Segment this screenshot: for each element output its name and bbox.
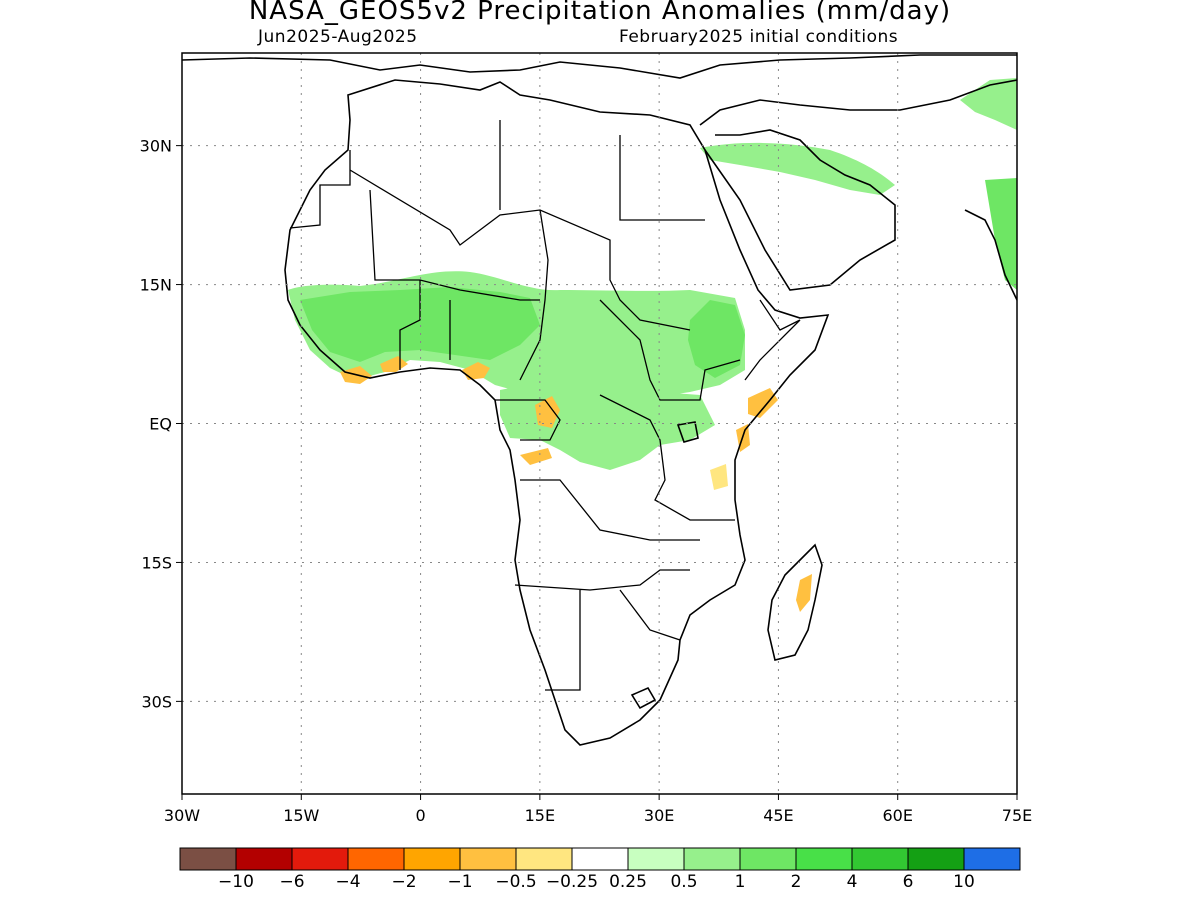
colorbar-label: 0.25	[609, 872, 647, 892]
colorbar-label: −6	[279, 872, 304, 892]
colorbar-swatch	[963, 847, 1021, 871]
wet-anomaly-india	[985, 178, 1017, 290]
lon-tick-label: 30W	[164, 806, 200, 825]
initial-conditions: February2025 initial conditions	[619, 27, 899, 47]
colorbar-label: −0.25	[546, 872, 598, 892]
colorbar-label: 4	[847, 872, 858, 892]
colorbar-swatch	[795, 847, 853, 871]
india-coastline	[964, 209, 1017, 301]
colorbar-swatch	[403, 847, 461, 871]
wet-anomaly-ethiopia	[688, 300, 745, 378]
colorbar-swatch	[851, 847, 909, 871]
colorbar-label: −2	[391, 872, 416, 892]
colorbar-label: −0.5	[495, 872, 536, 892]
colorbar-swatch	[291, 847, 349, 871]
colorbar-label: 0.5	[670, 872, 697, 892]
colorbar-label: −1	[447, 872, 472, 892]
lake-victoria	[676, 421, 699, 443]
lon-tick-label: 45E	[763, 806, 793, 825]
colorbar-swatch	[683, 847, 741, 871]
dry-anomaly-somalia	[748, 388, 778, 418]
lon-tick-label: 75E	[1002, 806, 1032, 825]
map-title: NASA_GEOS5v2 Precipitation Anomalies (mm…	[248, 0, 952, 26]
colorbar-label: −10	[218, 872, 254, 892]
colorbar-swatch	[907, 847, 965, 871]
lon-tick-label: 15W	[283, 806, 319, 825]
arabia-coastline	[699, 79, 1017, 291]
colorbar-swatch	[627, 847, 685, 871]
lat-tick-label: 30N	[140, 137, 172, 156]
colorbar-label: 10	[953, 872, 975, 892]
dry-anomaly-madagascar	[796, 574, 812, 612]
lat-tick-label: 15N	[140, 276, 172, 295]
dry-anomaly-tanzania	[710, 464, 728, 490]
colorbar-swatch	[179, 847, 237, 871]
colorbar-swatch	[459, 847, 517, 871]
colorbar-label: −4	[335, 872, 360, 892]
colorbar-swatch	[515, 847, 573, 871]
colorbar-swatch	[739, 847, 797, 871]
lon-tick-label: 15E	[525, 806, 555, 825]
madagascar-coastline	[767, 543, 823, 661]
colorbar-swatch	[347, 847, 405, 871]
europe-coastline	[182, 54, 1017, 79]
lesotho-border	[630, 686, 657, 710]
wet-anomaly-arabia	[700, 142, 895, 195]
forecast-period: Jun2025-Aug2025	[258, 27, 418, 47]
longitude-axis: 30W 15W 0 15E 30E 45E 60E 75E	[164, 794, 1032, 825]
colorbar-label: 6	[903, 872, 914, 892]
dry-anomaly-nigeria-coast	[462, 362, 490, 380]
anomaly-shading	[288, 78, 1017, 612]
colorbar-label: 1	[735, 872, 746, 892]
lon-tick-label: 30E	[644, 806, 674, 825]
colorbar-swatch	[235, 847, 293, 871]
wet-anomaly-sahel-core	[300, 287, 540, 362]
coastline-and-borders	[182, 54, 1017, 746]
lon-tick-label: 0	[415, 806, 425, 825]
lat-tick-label: 15S	[141, 553, 172, 572]
lat-tick-label: 30S	[141, 692, 172, 711]
color-legend: −10 −6 −4 −2 −1 −0.5 −0.25 0.25 0.5 1 2 4 6 10	[179, 847, 1021, 892]
map-gridlines	[182, 53, 1017, 794]
lat-tick-label: EQ	[149, 415, 172, 434]
dry-anomaly-gabon	[535, 396, 560, 428]
dry-anomaly-ghana	[380, 356, 408, 372]
colorbar-swatch	[571, 847, 629, 871]
latitude-axis: 30N 15N EQ 15S 30S	[140, 137, 182, 711]
lon-tick-label: 60E	[882, 806, 912, 825]
colorbar-label: 2	[791, 872, 802, 892]
dry-anomaly-congo-coast	[520, 448, 552, 465]
